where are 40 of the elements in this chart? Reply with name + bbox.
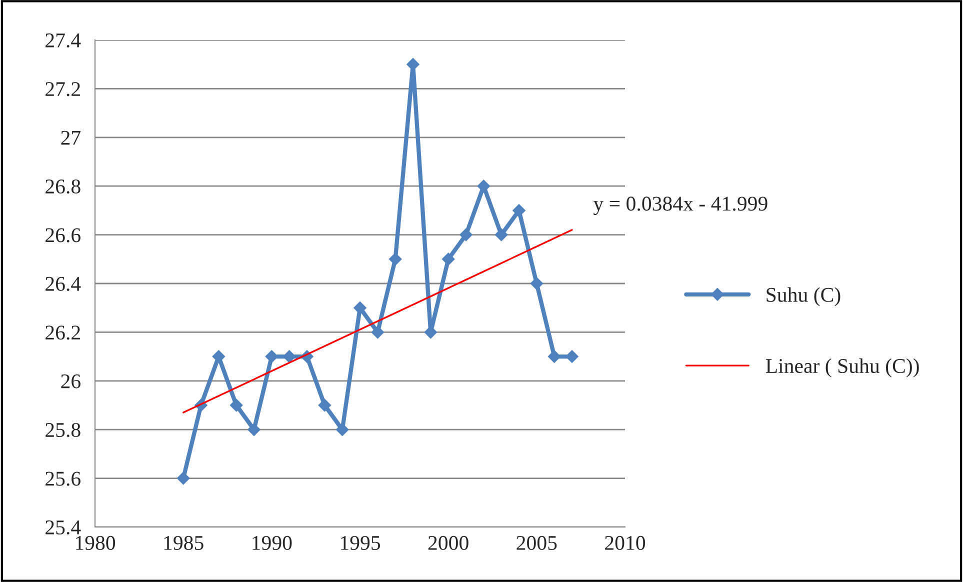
x-tick-label: 1980 <box>76 536 116 550</box>
point <box>212 350 226 363</box>
point <box>442 252 455 266</box>
legend-label: Linear ( Suhu (C)) <box>766 358 919 378</box>
point <box>318 398 332 412</box>
legend-label: Suhu (C) <box>766 287 840 306</box>
x-tick-label: 1985 <box>164 536 204 550</box>
point <box>530 277 544 290</box>
point <box>424 326 438 339</box>
point <box>512 204 526 217</box>
point <box>354 301 366 314</box>
point <box>371 326 384 339</box>
point <box>494 228 508 242</box>
x-tick-label: 1995 <box>341 536 380 550</box>
y-tick-label: 26.2 <box>46 326 80 340</box>
point <box>176 472 190 485</box>
point <box>282 350 296 363</box>
point <box>265 350 278 363</box>
point <box>248 423 260 436</box>
y-tick-label: 25.8 <box>46 422 80 438</box>
point <box>388 252 402 266</box>
y-tick-label: 26.4 <box>46 276 81 292</box>
y-tick-label: 26 <box>61 374 80 388</box>
point <box>406 58 420 71</box>
point <box>460 228 472 242</box>
y-tick-label: 26.6 <box>46 228 80 242</box>
y-tick-label: 25.6 <box>46 472 80 486</box>
y-tick-label: 25.4 <box>46 520 81 535</box>
x-tick-label: 1990 <box>252 536 292 550</box>
x-tick-label: 2000 <box>428 536 468 550</box>
point <box>548 350 561 363</box>
y-tick-label: 27.2 <box>46 82 80 96</box>
y-tick-label: 26.8 <box>46 179 80 194</box>
annotation: y = 0.0384x - 41.999 <box>593 196 768 216</box>
y-tick-label: 27.4 <box>46 33 81 48</box>
x-tick-label: 2005 <box>516 536 557 550</box>
y-tick-label: 27 <box>61 130 81 145</box>
point <box>230 398 243 412</box>
point <box>477 180 490 193</box>
x-tick-label: 2010 <box>605 536 646 550</box>
